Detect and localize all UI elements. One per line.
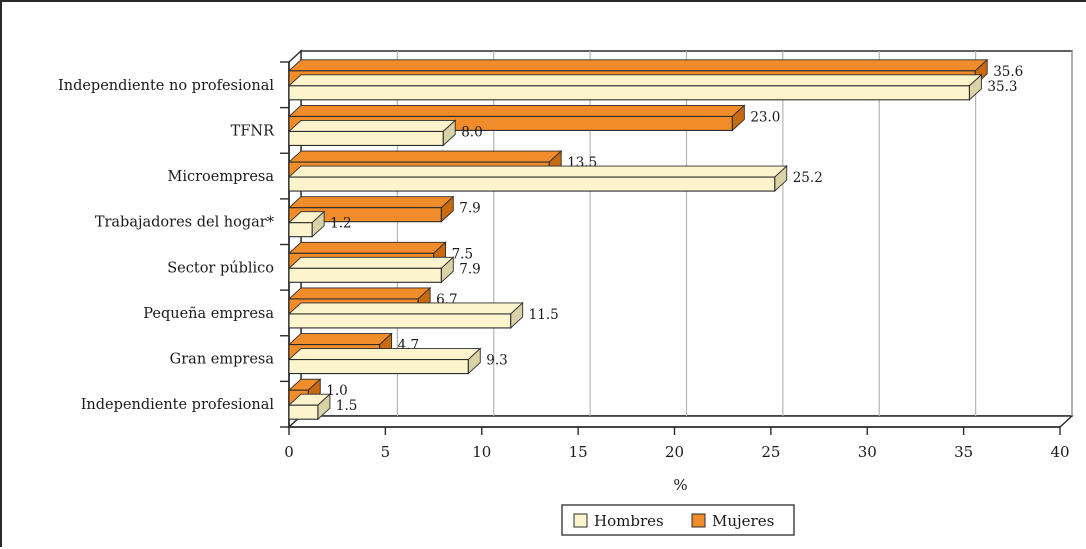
category-label: Independiente profesional xyxy=(81,397,275,413)
bar-hombres-top xyxy=(287,119,457,132)
category-label: TFNR xyxy=(231,123,275,139)
bar-mujeres-top xyxy=(287,104,746,117)
bar-hombres xyxy=(288,404,319,420)
bar-mujeres-value-label: 23.0 xyxy=(750,109,780,125)
bar-mujeres-top xyxy=(287,241,447,254)
bar-hombres xyxy=(288,222,313,238)
x-tick-label: 35 xyxy=(954,443,973,461)
legend-label-hombres: Hombres xyxy=(594,512,664,530)
bar-mujeres xyxy=(288,207,442,223)
bar-hombres xyxy=(288,85,970,101)
x-tick-label: 5 xyxy=(381,443,391,461)
bar-mujeres-top xyxy=(287,196,455,209)
bar-hombres xyxy=(288,130,444,146)
bar-hombres-value-label: 35.3 xyxy=(987,79,1017,95)
legend-label-mujeres: Mujeres xyxy=(712,512,774,530)
bar-mujeres-value-label: 7.5 xyxy=(452,246,473,262)
bar-hombres-value-label: 8.0 xyxy=(461,124,482,140)
x-tick-label: 20 xyxy=(665,443,684,461)
bar-hombres-value-label: 11.5 xyxy=(529,307,559,323)
category-label: Gran empresa xyxy=(170,352,275,368)
x-tick-label: 10 xyxy=(472,443,491,461)
bar-hombres-value-label: 9.3 xyxy=(486,353,507,369)
x-tick-label: 0 xyxy=(284,443,294,461)
bar-hombres-top xyxy=(287,348,482,361)
legend-swatch-hombres xyxy=(573,513,588,528)
bar-hombres-value-label: 1.2 xyxy=(330,216,351,232)
bar-hombres-top xyxy=(287,256,455,269)
category-label: Pequeña empresa xyxy=(143,306,274,322)
bar-hombres xyxy=(288,313,512,329)
bar-mujeres-top xyxy=(287,150,563,163)
bar-mujeres-value-label: 7.9 xyxy=(459,201,480,217)
x-axis-label: % xyxy=(673,476,687,494)
category-label: Sector público xyxy=(167,260,274,276)
bar-hombres-value-label: 7.9 xyxy=(459,261,480,277)
x-tick-label: 30 xyxy=(858,443,877,461)
bar-hombres-top xyxy=(287,74,983,87)
x-tick-label: 25 xyxy=(761,443,780,461)
bar-hombres-value-label: 25.2 xyxy=(793,170,823,186)
bar-hombres-value-label: 1.5 xyxy=(336,398,357,414)
bar-hombres-top xyxy=(287,165,788,178)
category-label: Microempresa xyxy=(168,169,275,185)
legend-swatch-mujeres xyxy=(691,513,706,528)
category-label: Trabajadores del hogar* xyxy=(95,215,275,231)
plot-floor xyxy=(287,415,1074,428)
bar-mujeres-value-label: 35.6 xyxy=(993,64,1023,80)
bar-mujeres-value-label: 1.0 xyxy=(326,383,347,399)
bar-mujeres-top xyxy=(287,59,989,72)
bar-hombres xyxy=(288,267,442,283)
x-tick-label: 15 xyxy=(569,443,588,461)
bar-hombres xyxy=(288,359,469,375)
bar-hombres xyxy=(288,176,776,192)
bar-hombres-top xyxy=(287,302,524,315)
bar-mujeres-top xyxy=(287,287,432,300)
legend-box xyxy=(561,504,795,536)
category-label: Independiente no profesional xyxy=(58,78,274,94)
bar-mujeres-top xyxy=(287,333,393,346)
x-tick-label: 40 xyxy=(1050,443,1069,461)
